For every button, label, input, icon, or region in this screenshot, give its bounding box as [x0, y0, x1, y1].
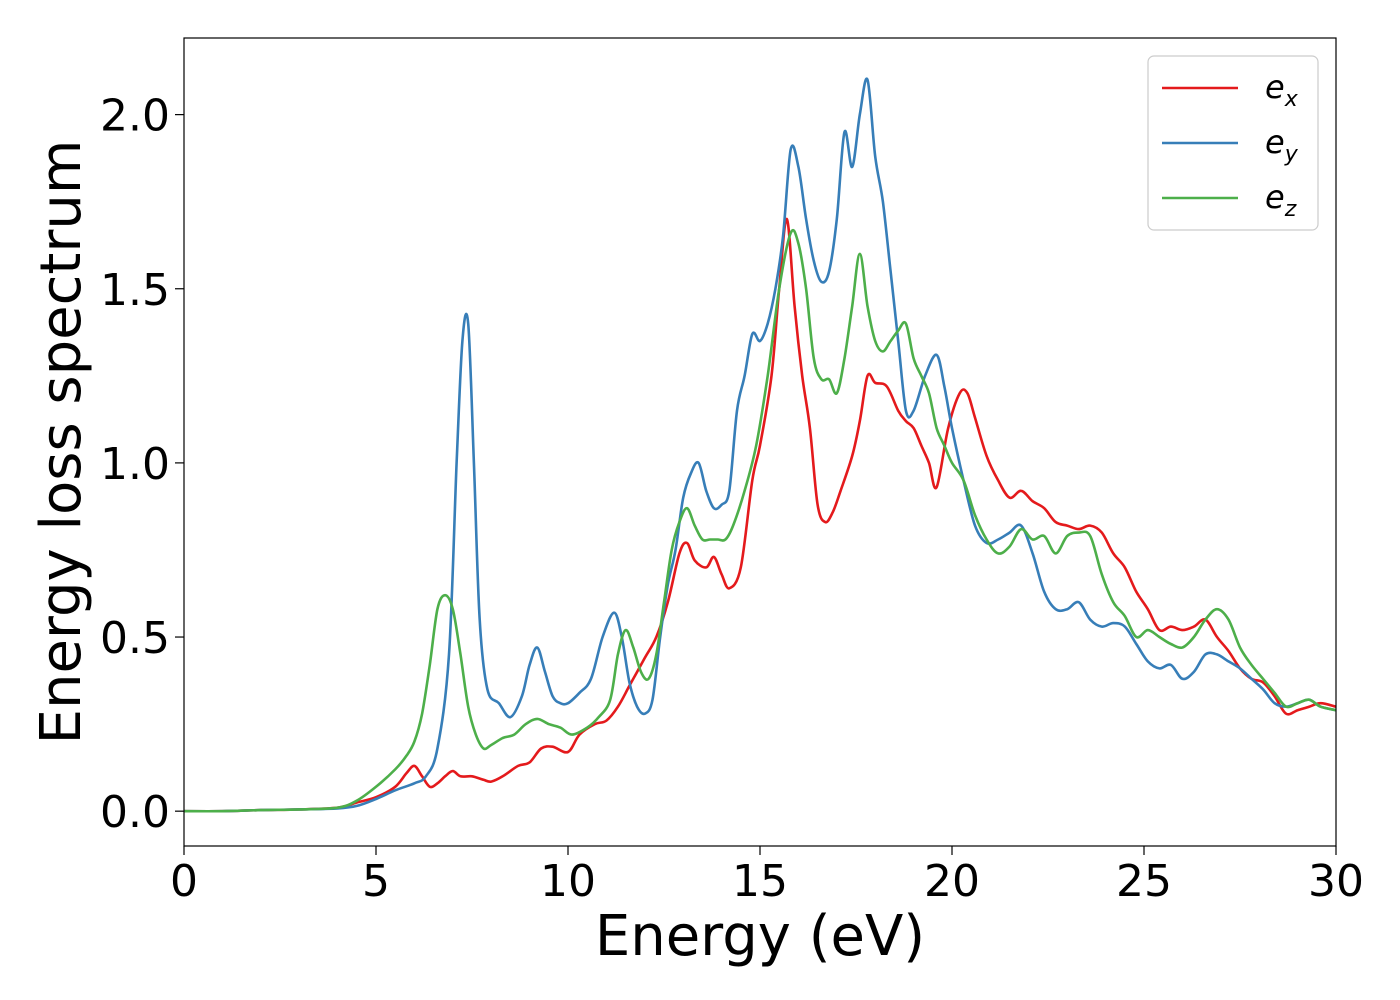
- y-tick-label: 1.0: [100, 439, 170, 490]
- legend-label-y: ey: [1265, 123, 1299, 167]
- y-tick-label: 1.5: [100, 265, 170, 316]
- series-line-y: [183, 77, 1337, 813]
- legend: ex ey ez: [1147, 55, 1319, 231]
- x-tick-label: 20: [924, 856, 980, 907]
- x-tick-label: 10: [540, 856, 596, 907]
- series-layer: [183, 77, 1337, 813]
- x-axis-title: Energy (eV): [595, 904, 925, 969]
- x-tick-label: 15: [732, 856, 788, 907]
- x-tick-label: 30: [1308, 856, 1364, 907]
- x-tick-label: 0: [170, 856, 198, 907]
- y-tick-label: 2.0: [100, 91, 170, 142]
- legend-label-x: ex: [1265, 68, 1299, 112]
- x-tick-label: 5: [362, 856, 390, 907]
- y-axis-title: Energy loss spectrum: [29, 140, 94, 745]
- legend-label-z: ez: [1265, 178, 1297, 222]
- y-tick-label: 0.0: [100, 787, 170, 838]
- y-tick-label: 0.5: [100, 613, 170, 664]
- series-line-z: [183, 228, 1337, 813]
- x-axis-ticks: 0 5 10 15 20 25 30: [170, 846, 1364, 907]
- x-tick-label: 25: [1116, 856, 1172, 907]
- series-line-x: [183, 217, 1337, 813]
- y-axis-ticks: 0.0 0.5 1.0 1.5 2.0: [100, 91, 184, 838]
